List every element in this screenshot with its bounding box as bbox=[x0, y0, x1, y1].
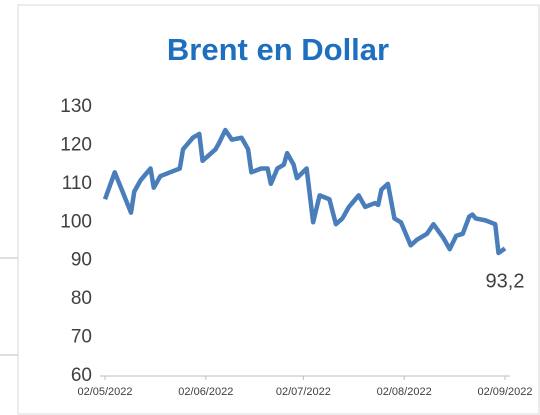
y-tick-label: 70 bbox=[71, 327, 92, 348]
data-label: 93,2 bbox=[486, 271, 525, 293]
chart-title: Brent en Dollar bbox=[167, 32, 389, 67]
line bbox=[102, 127, 507, 256]
y-tick-label: 130 bbox=[60, 96, 92, 117]
chart-frame bbox=[17, 4, 540, 415]
y-tick-label: 60 bbox=[71, 365, 92, 386]
x-tick-label: 02/06/2022 bbox=[178, 386, 233, 398]
y-tick-label: 80 bbox=[71, 288, 92, 309]
y-tick-label: 120 bbox=[60, 134, 92, 155]
y-tick-label: 100 bbox=[60, 211, 92, 232]
x-tick-label: 02/07/2022 bbox=[276, 386, 331, 398]
x-tick-label: 02/05/2022 bbox=[77, 386, 132, 398]
x-tick-label: 02/08/2022 bbox=[377, 386, 432, 398]
y-tick-label: 90 bbox=[71, 250, 92, 271]
y-tick-label: 110 bbox=[62, 173, 92, 194]
x-tick-label: 02/09/2022 bbox=[477, 386, 532, 398]
